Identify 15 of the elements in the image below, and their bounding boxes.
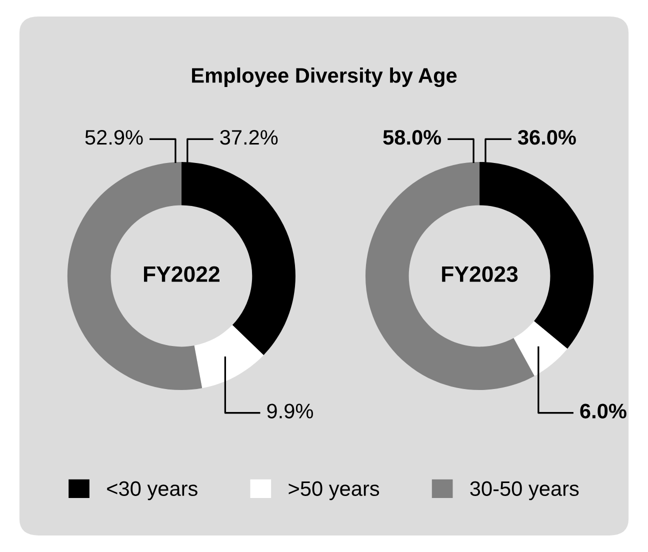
legend-label: >50 years [288, 481, 380, 500]
chart-title: Employee Diversity by Age [192, 68, 457, 88]
data-label: 6.0% [580, 404, 626, 418]
donut-slice [365, 162, 534, 390]
data-label: 36.0% [518, 130, 576, 145]
text: FY2022 [144, 266, 220, 282]
data-label: 52.9% [85, 130, 143, 145]
donut-slice [194, 325, 264, 388]
data-label: 37.2% [220, 130, 278, 145]
data-label: 9.9% [267, 404, 313, 418]
legend-label: 30-50 years [470, 481, 579, 500]
legend-label: <30 years [107, 481, 198, 500]
data-label: 58.0% [383, 130, 442, 145]
donut-slice [514, 321, 568, 376]
text: FY2023 [442, 266, 518, 282]
